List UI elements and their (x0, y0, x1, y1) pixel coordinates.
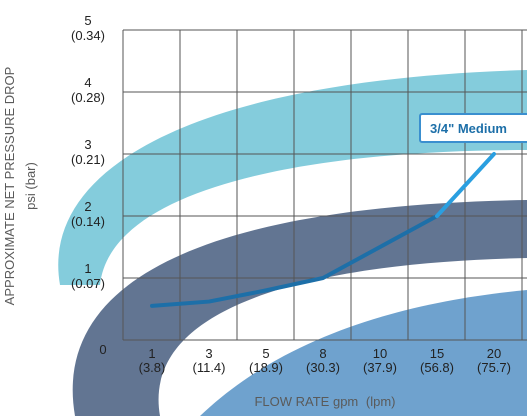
y-tick-label: 3 (84, 137, 91, 152)
x-tick-sublabel: (11.4) (193, 360, 226, 375)
x-tick-sublabel: (37.9) (363, 360, 397, 375)
x-tick-sublabel: (3.8) (139, 360, 166, 375)
y-tick-label: 4 (84, 75, 91, 90)
y-tick-label: 2 (84, 199, 91, 214)
x-tick-label: 3 (205, 346, 212, 361)
x-tick-sublabel: (75.7) (477, 360, 511, 375)
y-tick-sublabel: (0.14) (71, 214, 105, 229)
chart-grid (122, 29, 527, 341)
series-line (150, 214, 439, 308)
band-middle (72, 200, 527, 416)
series-layer (150, 152, 496, 308)
y-tick-sublabel: (0.21) (71, 152, 105, 167)
x-axis-title: FLOW RATE gpm (lpm) (254, 394, 395, 409)
x-axis-ticks: 1(3.8) 3(11.4) 5(18.9) 8(30.3) 10(37.9) 15(56… (139, 346, 511, 375)
y-axis-title: APPROXIMATE NET PRESSURE DROP (2, 67, 17, 306)
series-callout: 3/4" Medium (419, 113, 527, 143)
x-tick-label: 5 (262, 346, 269, 361)
band-top (58, 70, 527, 285)
y-tick-sublabel: (0.07) (71, 276, 105, 291)
y-axis-ticks: 0 1(0.07) 2(0.14) 3(0.21) 4(0.28) 5(0.34) (71, 13, 107, 357)
callout-label: 3/4" Medium (430, 121, 507, 136)
x-tick-sublabel: (30.3) (306, 360, 340, 375)
y-tick-label: 5 (84, 13, 91, 28)
series-line-highlight (435, 152, 496, 218)
x-tick-label: 15 (430, 346, 444, 361)
y-tick-sublabel: (0.34) (71, 28, 105, 43)
callout-box (419, 113, 527, 143)
x-axis-title-units: (lpm) (366, 394, 396, 409)
y-tick-sublabel: (0.28) (71, 90, 105, 105)
x-tick-sublabel: (18.9) (249, 360, 283, 375)
band-bottom (200, 290, 527, 416)
y-tick-label: 0 (99, 342, 106, 357)
x-tick-label: 1 (148, 346, 155, 361)
x-tick-label: 8 (319, 346, 326, 361)
x-axis-title-main: FLOW RATE gpm (254, 394, 358, 409)
y-axis-units: psi (bar) (23, 162, 38, 210)
y-tick-label: 1 (84, 261, 91, 276)
x-tick-label: 20 (487, 346, 501, 361)
x-tick-sublabel: (56.8) (420, 360, 454, 375)
x-tick-label: 10 (373, 346, 387, 361)
